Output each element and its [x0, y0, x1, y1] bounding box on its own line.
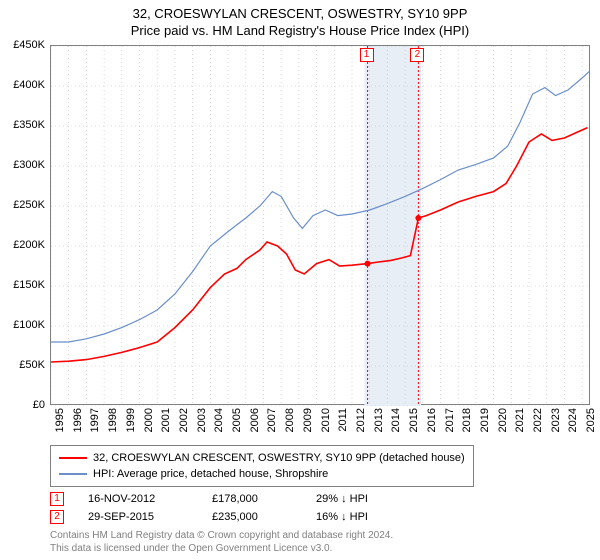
y-tick-label: £450K: [1, 39, 45, 51]
footer-attribution: Contains HM Land Registry data © Crown c…: [50, 530, 393, 555]
legend-swatch: [59, 457, 87, 459]
x-tick-label: 2013: [373, 408, 385, 432]
x-tick-label: 2008: [284, 408, 296, 432]
sales-marker: 2: [50, 510, 64, 524]
x-tick-label: 2022: [532, 408, 544, 432]
x-tick-label: 2021: [514, 408, 526, 432]
x-tick-label: 2003: [196, 408, 208, 432]
sales-date: 29-SEP-2015: [88, 511, 188, 523]
x-tick-label: 2011: [337, 408, 349, 432]
y-tick-label: £50K: [1, 359, 45, 371]
x-tick-label: 2000: [143, 408, 155, 432]
y-tick-label: £300K: [1, 159, 45, 171]
sales-price: £235,000: [212, 511, 292, 523]
sales-delta: 16% ↓ HPI: [316, 511, 368, 523]
event-marker: 1: [360, 48, 374, 62]
sales-delta: 29% ↓ HPI: [316, 493, 368, 505]
legend-swatch: [59, 473, 87, 475]
legend-item: 32, CROESWYLAN CRESCENT, OSWESTRY, SY10 …: [59, 450, 465, 466]
x-tick-label: 1996: [72, 408, 84, 432]
chart-title: 32, CROESWYLAN CRESCENT, OSWESTRY, SY10 …: [0, 0, 600, 21]
y-tick-label: £100K: [1, 319, 45, 331]
x-tick-label: 2012: [355, 408, 367, 432]
x-tick-label: 2023: [550, 408, 562, 432]
event-marker: 2: [410, 48, 424, 62]
x-tick-label: 2001: [160, 408, 172, 432]
y-tick-label: £400K: [1, 79, 45, 91]
footer-line-1: Contains HM Land Registry data © Crown c…: [50, 530, 393, 543]
y-tick-label: £200K: [1, 239, 45, 251]
x-tick-label: 2025: [585, 408, 597, 432]
x-tick-label: 2016: [426, 408, 438, 432]
x-tick-label: 2018: [461, 408, 473, 432]
x-tick-label: 1999: [125, 408, 137, 432]
legend-label: 32, CROESWYLAN CRESCENT, OSWESTRY, SY10 …: [93, 452, 465, 464]
legend-item: HPI: Average price, detached house, Shro…: [59, 466, 465, 482]
x-tick-label: 2005: [231, 408, 243, 432]
x-tick-label: 2006: [249, 408, 261, 432]
x-tick-label: 2024: [567, 408, 579, 432]
chart-subtitle: Price paid vs. HM Land Registry's House …: [0, 21, 600, 38]
sales-row: 2 29-SEP-2015 £235,000 16% ↓ HPI: [50, 508, 368, 526]
sales-table: 1 16-NOV-2012 £178,000 29% ↓ HPI 2 29-SEP-201…: [50, 490, 368, 526]
legend-label: HPI: Average price, detached house, Shro…: [93, 468, 328, 480]
plot-area: [50, 45, 590, 405]
sales-row: 1 16-NOV-2012 £178,000 29% ↓ HPI: [50, 490, 368, 508]
x-tick-label: 2015: [408, 408, 420, 432]
x-tick-label: 2004: [213, 408, 225, 432]
sales-price: £178,000: [212, 493, 292, 505]
y-tick-label: £150K: [1, 279, 45, 291]
plot-svg: [51, 46, 591, 406]
footer-line-2: This data is licensed under the Open Gov…: [50, 543, 393, 556]
x-tick-label: 2017: [444, 408, 456, 432]
x-tick-label: 2009: [302, 408, 314, 432]
chart-container: 32, CROESWYLAN CRESCENT, OSWESTRY, SY10 …: [0, 0, 600, 560]
x-tick-label: 1997: [89, 408, 101, 432]
y-tick-label: £350K: [1, 119, 45, 131]
x-tick-label: 2002: [178, 408, 190, 432]
y-tick-label: £250K: [1, 199, 45, 211]
x-tick-label: 2010: [320, 408, 332, 432]
x-tick-label: 2019: [479, 408, 491, 432]
x-tick-label: 1995: [54, 408, 66, 432]
x-tick-label: 2020: [497, 408, 509, 432]
x-tick-label: 2007: [266, 408, 278, 432]
x-tick-label: 2014: [390, 408, 402, 432]
legend: 32, CROESWYLAN CRESCENT, OSWESTRY, SY10 …: [50, 445, 474, 487]
sales-marker: 1: [50, 492, 64, 506]
y-tick-label: £0: [1, 399, 45, 411]
sales-date: 16-NOV-2012: [88, 493, 188, 505]
x-tick-label: 1998: [107, 408, 119, 432]
